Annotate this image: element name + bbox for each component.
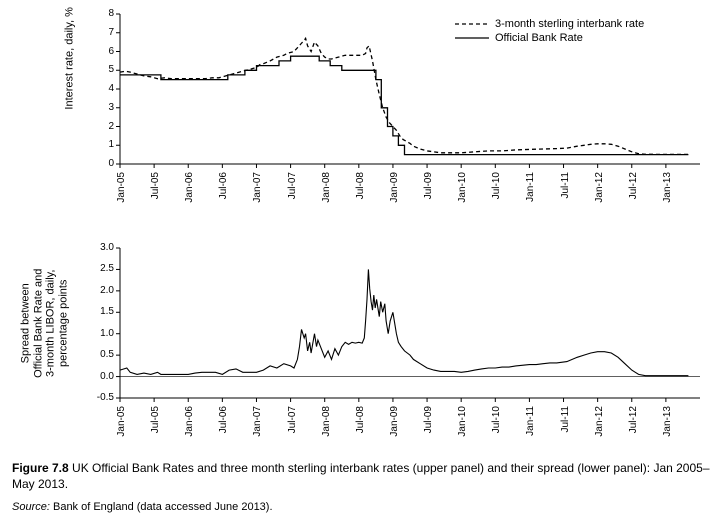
lower-xtick: Jul-06 — [219, 406, 229, 433]
lower-ytick: -0.5 — [86, 393, 114, 403]
lower-xtick: Jul-12 — [629, 406, 639, 433]
upper-ytick: 5 — [86, 65, 114, 75]
figure-caption: Figure 7.8 UK Official Bank Rates and th… — [12, 460, 712, 492]
upper-ytick: 1 — [86, 140, 114, 150]
lower-xtick: Jan-07 — [253, 406, 263, 437]
lower-y-axis-label: Spread between Official Bank Rate and 3-… — [20, 243, 71, 403]
upper-series-interbank — [120, 38, 688, 154]
upper-ytick: 7 — [86, 28, 114, 38]
upper-xtick: Jan-07 — [253, 172, 263, 203]
lower-xtick: Jul-11 — [561, 406, 571, 433]
lower-xtick: Jan-12 — [595, 406, 605, 437]
lower-xtick: Jan-08 — [322, 406, 332, 437]
upper-xtick: Jul-07 — [288, 172, 298, 199]
upper-xtick: Jan-09 — [390, 172, 400, 203]
lower-ytick: 1.5 — [86, 307, 114, 317]
upper-xtick: Jan-05 — [117, 172, 127, 203]
lower-xtick: Jul-10 — [492, 406, 502, 433]
legend-label-official: Official Bank Rate — [495, 32, 583, 44]
lower-xtick: Jan-09 — [390, 406, 400, 437]
upper-ytick: 8 — [86, 9, 114, 19]
lower-xtick: Jul-05 — [151, 406, 161, 433]
figure-source: Source: Bank of England (data accessed J… — [12, 500, 712, 515]
upper-xtick: Jan-12 — [595, 172, 605, 203]
legend-item-interbank: 3-month sterling interbank rate — [455, 18, 644, 30]
figure-label: Figure 7.8 — [12, 461, 69, 475]
upper-xtick: Jul-09 — [424, 172, 434, 199]
upper-ytick: 6 — [86, 47, 114, 57]
upper-xtick: Jan-13 — [663, 172, 673, 203]
upper-ytick: 3 — [86, 103, 114, 113]
legend-label-interbank: 3-month sterling interbank rate — [495, 18, 644, 30]
upper-y-axis-label: Interest rate, daily, % — [64, 0, 77, 138]
upper-xtick: Jul-12 — [629, 172, 639, 199]
lower-series-spread — [120, 269, 688, 375]
lower-xtick: Jul-09 — [424, 406, 434, 433]
upper-xtick: Jul-11 — [561, 172, 571, 199]
upper-xtick: Jul-08 — [356, 172, 366, 199]
lower-spread-chart: -0.50.00.51.01.52.02.53.0Jan-05Jul-05Jan… — [120, 248, 700, 398]
source-text: Bank of England (data accessed June 2013… — [53, 501, 273, 513]
upper-legend: 3-month sterling interbank rate Official … — [455, 18, 644, 46]
lower-ytick: 2.5 — [86, 264, 114, 274]
lower-xtick: Jan-13 — [663, 406, 673, 437]
legend-swatch-official — [455, 33, 489, 43]
upper-xtick: Jul-06 — [219, 172, 229, 199]
upper-xtick: Jan-08 — [322, 172, 332, 203]
lower-xtick: Jan-10 — [458, 406, 468, 437]
legend-swatch-interbank — [455, 19, 489, 29]
upper-xtick: Jul-10 — [492, 172, 502, 199]
source-label: Source: — [12, 501, 50, 513]
upper-ytick: 0 — [86, 159, 114, 169]
lower-ytick: 2.0 — [86, 286, 114, 296]
upper-xtick: Jul-05 — [151, 172, 161, 199]
legend-item-official: Official Bank Rate — [455, 32, 644, 44]
lower-xtick: Jan-06 — [185, 406, 195, 437]
lower-ytick: 1.0 — [86, 329, 114, 339]
lower-xtick: Jan-05 — [117, 406, 127, 437]
upper-xtick: Jan-06 — [185, 172, 195, 203]
lower-xtick: Jul-08 — [356, 406, 366, 433]
figure-text: UK Official Bank Rates and three month s… — [12, 461, 710, 491]
upper-ytick: 2 — [86, 122, 114, 132]
lower-ytick: 0.0 — [86, 372, 114, 382]
upper-ytick: 4 — [86, 84, 114, 94]
lower-ytick: 3.0 — [86, 243, 114, 253]
lower-xtick: Jul-07 — [288, 406, 298, 433]
upper-xtick: Jan-10 — [458, 172, 468, 203]
lower-ytick: 0.5 — [86, 350, 114, 360]
upper-xtick: Jan-11 — [526, 172, 536, 202]
lower-chart-svg — [120, 248, 700, 398]
lower-xtick: Jan-11 — [526, 406, 536, 436]
